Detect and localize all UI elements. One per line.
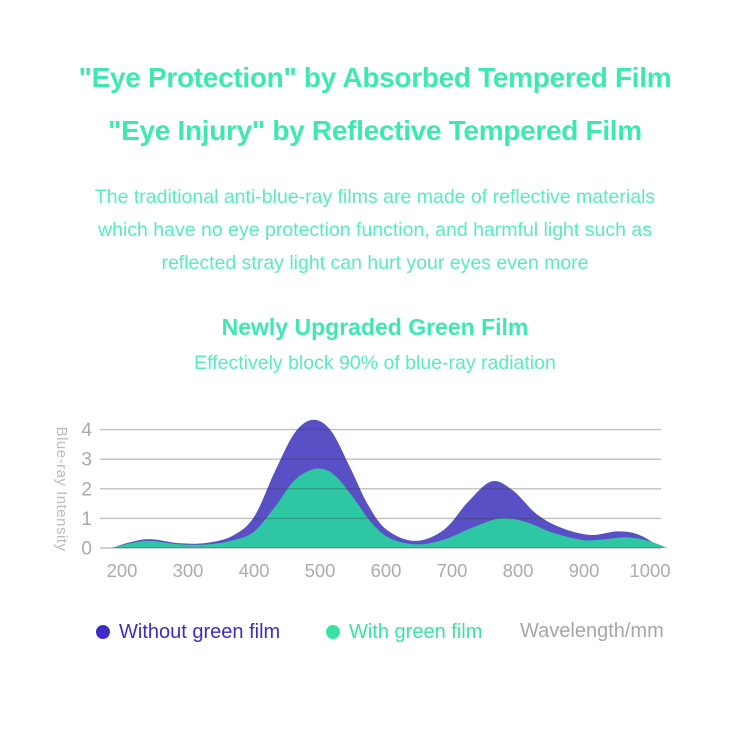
intro-line-2: which have no eye protection function, a… bbox=[98, 219, 652, 241]
chart-canvas: 0 1 2 3 4 200 300 400 500 600 700 800 900 1000 Blue-ra… bbox=[53, 419, 671, 581]
y-tick-label: 1 bbox=[81, 509, 92, 530]
x-tick-label: 800 bbox=[503, 560, 534, 581]
legend-label-without-green-film: Without green film bbox=[119, 620, 281, 643]
y-tick-label: 0 bbox=[81, 539, 92, 560]
x-tick-label: 600 bbox=[371, 560, 402, 581]
intro-line-3: reflected stray light can hurt your eyes… bbox=[161, 252, 589, 274]
page-title: "Eye Protection" by Absorbed Tempered Fi… bbox=[0, 51, 750, 157]
section-heading: Newly Upgraded Green Film bbox=[221, 314, 529, 340]
title-line-2: "Eye Injury" by Reflective Tempered Film bbox=[108, 115, 642, 146]
intro-line-1: The traditional anti-blue-ray films are … bbox=[94, 186, 656, 208]
area-without-green-film bbox=[112, 419, 662, 548]
x-tick-label: 300 bbox=[173, 560, 204, 581]
x-tick-label: 900 bbox=[569, 560, 600, 581]
x-tick-label: 1000 bbox=[629, 560, 670, 581]
intro-paragraph: The traditional anti-blue-ray films are … bbox=[0, 181, 750, 280]
legend-dot-green-icon bbox=[326, 625, 340, 639]
area-with-green-film bbox=[112, 468, 668, 548]
x-tick-label: 400 bbox=[239, 560, 270, 581]
x-tick-label: 700 bbox=[437, 560, 468, 581]
y-tick-label: 4 bbox=[81, 420, 92, 441]
legend-item-without-green-film: Without green film bbox=[96, 618, 280, 646]
y-tick-label: 3 bbox=[81, 450, 92, 471]
chart-legend: Without green film With green film Wavel… bbox=[0, 618, 750, 646]
section-subheading: Effectively block 90% of blue-ray radiat… bbox=[194, 352, 556, 374]
x-axis-title: Wavelength/mm bbox=[520, 620, 664, 642]
title-line-1: "Eye Protection" by Absorbed Tempered Fi… bbox=[78, 62, 672, 93]
legend-item-with-green-film: With green film bbox=[326, 618, 482, 646]
x-tick-label: 200 bbox=[107, 560, 138, 581]
y-tick-label: 2 bbox=[81, 479, 92, 500]
legend-dot-purple-icon bbox=[96, 625, 110, 639]
x-tick-label: 500 bbox=[305, 560, 336, 581]
y-axis-title: Blue-ray Intensity bbox=[53, 427, 70, 552]
legend-label-with-green-film: With green film bbox=[349, 620, 483, 643]
